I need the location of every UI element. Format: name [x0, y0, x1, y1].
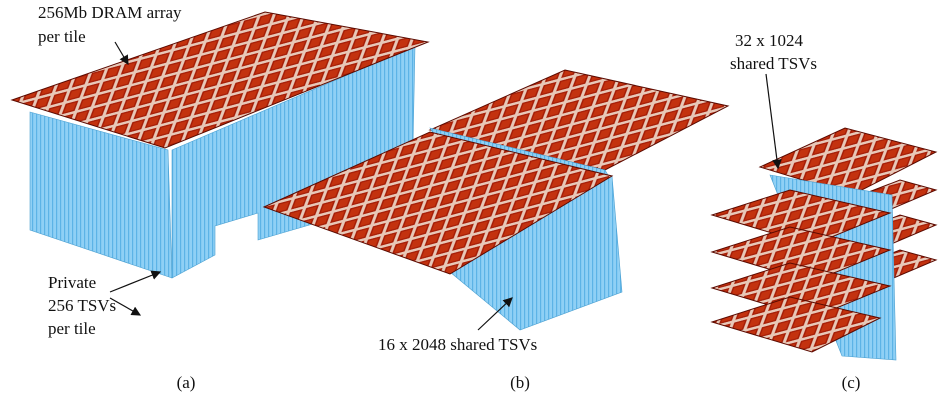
panel-label: (b): [510, 373, 530, 392]
annotation: per tile: [48, 319, 96, 338]
annotation: shared TSVs: [730, 54, 817, 73]
arrow: [766, 74, 778, 168]
annotation: 256Mb DRAM array: [38, 3, 182, 22]
annotation: 16 x 2048 shared TSVs: [378, 335, 537, 354]
panel-c-drawing: [712, 74, 936, 360]
panel-label: (a): [177, 373, 196, 392]
annotation: per tile: [38, 27, 86, 46]
diagram: 256Mb DRAM array per tile Private 256 TS…: [0, 0, 946, 408]
annotation: Private: [48, 273, 96, 292]
panel-label: (c): [842, 373, 861, 392]
annotation: 256 TSVs: [48, 296, 116, 315]
annotation: 32 x 1024: [735, 31, 804, 50]
arrow: [115, 42, 128, 64]
arrow: [110, 272, 160, 292]
